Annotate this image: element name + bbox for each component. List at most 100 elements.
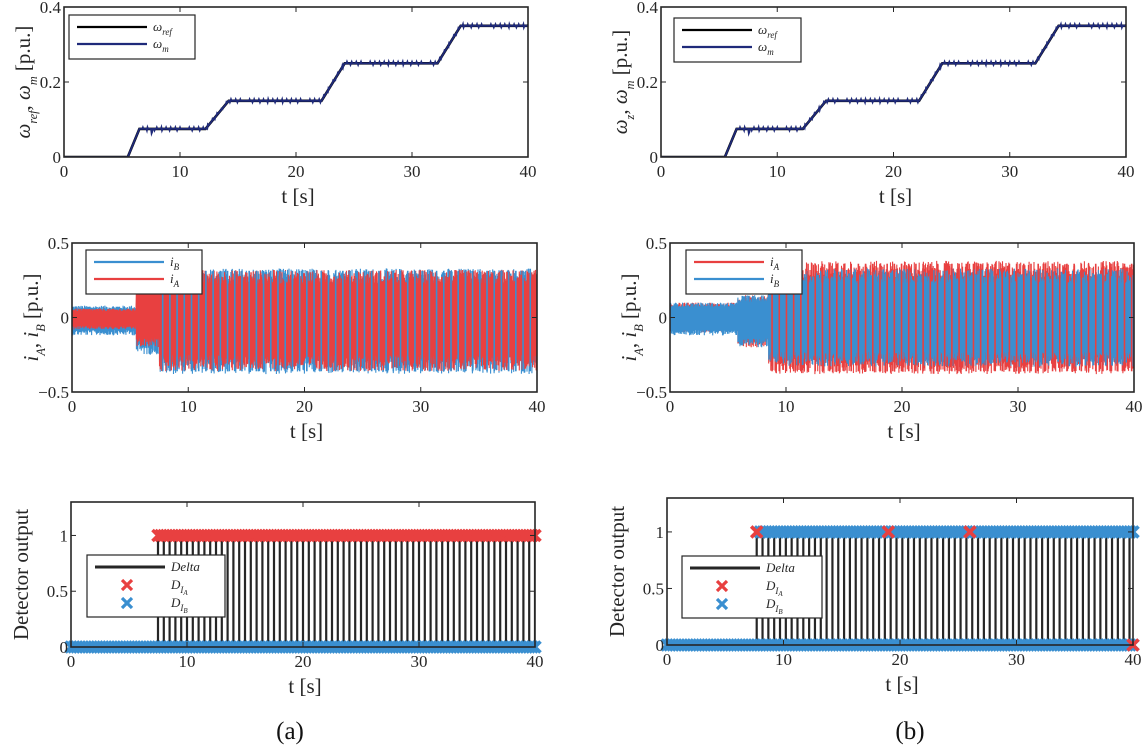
y-tick-label: 0.5 <box>643 579 664 598</box>
caption-a: (a) <box>276 718 304 745</box>
x-tick-label: 20 <box>288 162 305 181</box>
y-tick-label: 1 <box>60 526 69 545</box>
legend-label-part: I <box>774 604 779 614</box>
series-omega-m-line <box>64 20 528 157</box>
legend-box <box>673 17 802 63</box>
legend-box <box>86 554 226 618</box>
y-axis-label: ωz, ωm [p.u.] <box>608 30 637 135</box>
x-tick-label: 30 <box>1001 162 1018 181</box>
series-omega-m-line <box>661 20 1126 157</box>
legend-label: iB <box>170 254 180 272</box>
plot-area <box>64 20 528 157</box>
y-axis-label-part: [p.u.] <box>11 26 35 77</box>
legend-label-part: ref <box>767 30 778 40</box>
legend-label-part: ω <box>153 36 162 51</box>
x-tick-label: 10 <box>179 652 196 671</box>
legend-box <box>85 249 203 295</box>
legend-item: ωref <box>77 19 173 37</box>
chart-b-detector: 0 10 20 30 40 0 0.5 1 t [s] Detector output Delta D… <box>605 497 1142 696</box>
legend-label: ωref <box>153 19 173 37</box>
x-axis-label: t [s] <box>885 672 918 696</box>
legend-label-part: ω <box>758 22 767 37</box>
legend-label-part: D <box>170 595 181 610</box>
legend-label-part: Delta <box>170 559 200 574</box>
plot-area <box>661 20 1126 157</box>
y-axis-label: iA, iB [p.u.] <box>617 274 646 362</box>
legend-label-part: I <box>179 603 184 613</box>
marker-d-ia <box>749 525 764 539</box>
x-tick-label: 10 <box>778 397 795 416</box>
y-axis-label-part: A <box>34 348 48 357</box>
y-axis-label-part: ω <box>11 124 35 139</box>
plot-area <box>156 535 535 647</box>
y-tick-label: 0 <box>659 309 668 328</box>
legend-label-part: B <box>183 607 188 615</box>
legend-item: DIA <box>715 578 783 598</box>
legend-label-part: A <box>173 279 180 289</box>
y-axis-label-part: z <box>623 114 637 120</box>
x-tick-label: 40 <box>1118 162 1135 181</box>
x-tick-label: 0 <box>67 652 76 671</box>
x-tick-label: 40 <box>1125 650 1142 669</box>
legend-item: Delta <box>95 559 200 574</box>
legend-label: DIA <box>765 578 783 598</box>
y-tick-label: 0 <box>650 148 659 167</box>
y-axis-label-part: i <box>617 355 641 361</box>
legend-label-part: ω <box>153 19 162 34</box>
legend-item: iB <box>694 271 780 289</box>
y-tick-label: 0.4 <box>40 0 62 17</box>
x-tick-label: 20 <box>894 397 911 416</box>
legend-box <box>681 555 823 619</box>
legend-marker-icon <box>120 596 134 610</box>
y-axis-label: ωref, ωm [p.u.] <box>11 26 40 139</box>
legend-label-part: I <box>179 585 184 595</box>
legend-item: DIB <box>715 596 783 616</box>
y-axis-label-part: , <box>19 338 43 349</box>
legend-label-part: D <box>765 596 776 611</box>
legend-item: ωm <box>682 39 774 57</box>
y-tick-label: 0 <box>53 148 62 167</box>
x-tick-label: 10 <box>180 397 197 416</box>
legend-marker-icon <box>715 579 729 593</box>
y-tick-label: −0.5 <box>636 383 667 402</box>
y-axis-label-part: B <box>34 324 48 332</box>
legend-label-part: i <box>170 271 174 286</box>
y-axis-label-part: i <box>19 355 43 361</box>
legend-box <box>685 249 803 295</box>
y-tick-label: 0.4 <box>637 0 659 17</box>
y-axis-label-part: i <box>19 332 43 338</box>
x-tick-label: 0 <box>60 162 69 181</box>
y-tick-label: 0.5 <box>47 582 68 601</box>
y-axis-label-part: , <box>608 104 632 115</box>
legend-label-part: i <box>170 254 174 269</box>
y-tick-label: 0.2 <box>40 73 61 92</box>
legend-label: iA <box>770 254 780 272</box>
x-tick-label: 30 <box>1010 397 1027 416</box>
y-tick-label: 0.5 <box>48 234 69 253</box>
x-tick-label: 20 <box>295 652 312 671</box>
y-axis-label-part: B <box>632 324 646 332</box>
legend-label: ωref <box>758 22 778 40</box>
legend-label-part: m <box>162 44 169 54</box>
y-tick-label: 0 <box>61 309 70 328</box>
legend-label-part: ω <box>758 39 767 54</box>
marker-d-ia <box>963 525 977 539</box>
legend-item: DIA <box>120 577 188 597</box>
legend-label: Delta <box>765 560 795 575</box>
x-axis-label: t [s] <box>288 674 321 698</box>
x-axis-label: t [s] <box>281 184 314 208</box>
y-axis-label-part: , <box>617 338 641 349</box>
x-tick-label: 30 <box>412 397 429 416</box>
legend-label: iB <box>770 271 780 289</box>
legend-item: Delta <box>690 560 795 575</box>
y-axis-label-part: ref <box>26 109 40 124</box>
